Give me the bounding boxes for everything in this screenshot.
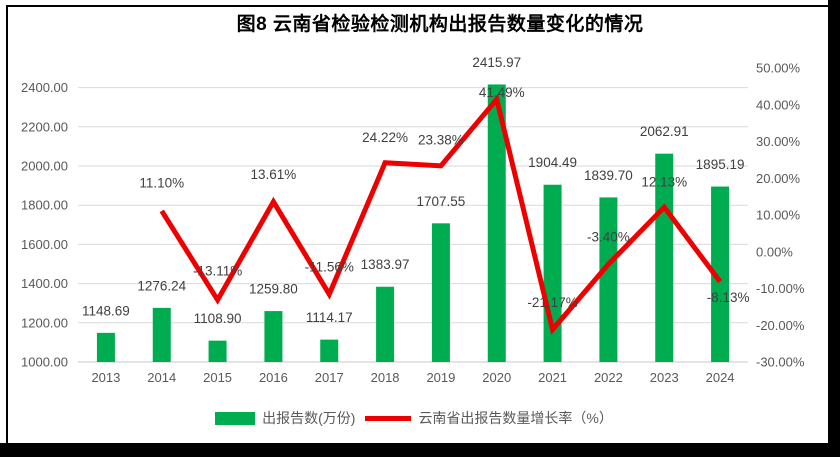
growth-rate-label: 23.38% xyxy=(418,132,464,147)
right-axis-tick-label: 10.00% xyxy=(756,208,801,223)
growth-rate-line xyxy=(159,93,723,335)
right-axis-tick-label: 0.00% xyxy=(756,244,793,259)
right-axis-tick-label: -30.00% xyxy=(756,355,805,370)
right-axis-tick-label: 40.00% xyxy=(756,97,801,112)
report-count-bar xyxy=(376,286,395,362)
chart-title: 图8 云南省检验检测机构出报告数量变化的情况 xyxy=(236,14,644,35)
report-count-bar xyxy=(543,184,562,362)
left-axis-tick-label: 1600.00 xyxy=(21,237,68,252)
left-axis-tick-label: 2400.00 xyxy=(21,80,68,95)
bar-value-label: 1114.17 xyxy=(306,310,353,325)
growth-rate-label: 12.13% xyxy=(641,175,687,190)
bar-value-label: 1108.90 xyxy=(194,311,242,326)
growth-rate-label: -8.13% xyxy=(707,290,750,305)
bar-value-label: 1383.97 xyxy=(361,257,410,272)
figure-border xyxy=(6,5,828,443)
x-axis-year-label: 2019 xyxy=(426,370,455,385)
right-axis-tick-label: 50.00% xyxy=(756,61,801,76)
right-axis-tick-label: 20.00% xyxy=(756,171,801,186)
bar-value-label: 2415.97 xyxy=(472,55,521,70)
bar-value-label: 1895.19 xyxy=(696,157,745,172)
left-axis-tick-label: 1400.00 xyxy=(21,276,68,291)
x-axis-year-label: 2014 xyxy=(147,370,176,385)
x-axis-year-label: 2023 xyxy=(650,370,679,385)
legend-item-bars: 出报告数(万份) xyxy=(215,408,355,428)
right-axis-tick-label: -20.00% xyxy=(756,318,805,333)
growth-rate-label: -21.17% xyxy=(527,295,577,310)
report-count-bar xyxy=(152,307,171,362)
right-axis-tick-label: 30.00% xyxy=(756,134,801,149)
left-axis-tick-label: 2000.00 xyxy=(21,159,68,174)
x-axis-year-label: 2017 xyxy=(315,370,344,385)
x-axis-year-label: 2022 xyxy=(594,370,623,385)
x-axis-year-label: 2016 xyxy=(259,370,288,385)
bar-series-swatch-icon xyxy=(215,411,256,425)
report-count-bar xyxy=(487,84,506,362)
x-axis-year-label: 2021 xyxy=(538,370,567,385)
bar-value-label: 1259.80 xyxy=(249,282,298,297)
bar-value-label: 1276.24 xyxy=(137,278,186,293)
report-count-bar xyxy=(96,332,115,362)
x-axis-year-label: 2018 xyxy=(371,370,400,385)
growth-rate-label: -13.11% xyxy=(193,263,242,278)
growth-rate-label: -11.56% xyxy=(305,260,354,275)
bar-value-label: 1148.69 xyxy=(82,303,130,318)
report-count-bar xyxy=(431,223,450,362)
left-axis-tick-label: 1200.00 xyxy=(21,315,68,330)
bar-value-label: 1904.49 xyxy=(528,155,577,170)
growth-rate-label: 24.22% xyxy=(362,130,408,145)
x-axis-year-label: 2024 xyxy=(706,370,735,385)
legend-label-bars: 出报告数(万份) xyxy=(262,410,356,426)
bar-value-label: 1707.55 xyxy=(417,194,466,209)
line-series-swatch-icon xyxy=(365,415,412,421)
left-axis-tick-label: 2200.00 xyxy=(21,119,68,134)
left-axis-tick-label: 1000.00 xyxy=(21,355,68,370)
growth-rate-label: 11.10% xyxy=(139,175,184,190)
bar-value-label: 2062.91 xyxy=(640,124,689,139)
growth-rate-label: 13.61% xyxy=(251,167,297,182)
chart-plot-area: 1000.00 1200.00 1400.00 1600.00 1800.00 2000.… xyxy=(21,55,805,385)
report-count-bar xyxy=(264,311,283,362)
growth-rate-label: -3.40% xyxy=(587,230,630,245)
x-axis-year-label: 2013 xyxy=(91,370,120,385)
growth-rate-label: 41.49% xyxy=(479,85,525,100)
legend-item-line: 云南省出报告数量增长率（%） xyxy=(365,408,613,428)
screenshot-black-margin-bottom xyxy=(0,443,840,457)
right-axis-tick-label: -10.00% xyxy=(756,281,805,296)
chart-legend: 出报告数(万份) 云南省出报告数量增长率（%） xyxy=(0,406,828,430)
report-count-bar xyxy=(711,186,730,362)
report-count-bar xyxy=(599,197,618,362)
report-count-bar xyxy=(320,339,339,362)
x-axis-year-label: 2020 xyxy=(482,370,511,385)
bar-value-label: 1839.70 xyxy=(584,168,633,183)
left-axis-tick-label: 1800.00 xyxy=(21,198,68,213)
report-count-bar xyxy=(208,340,227,362)
legend-label-line: 云南省出报告数量增长率（%） xyxy=(418,410,613,426)
screenshot-black-margin-right xyxy=(828,0,840,457)
x-axis-year-label: 2015 xyxy=(203,370,232,385)
report-count-bar xyxy=(655,153,674,362)
